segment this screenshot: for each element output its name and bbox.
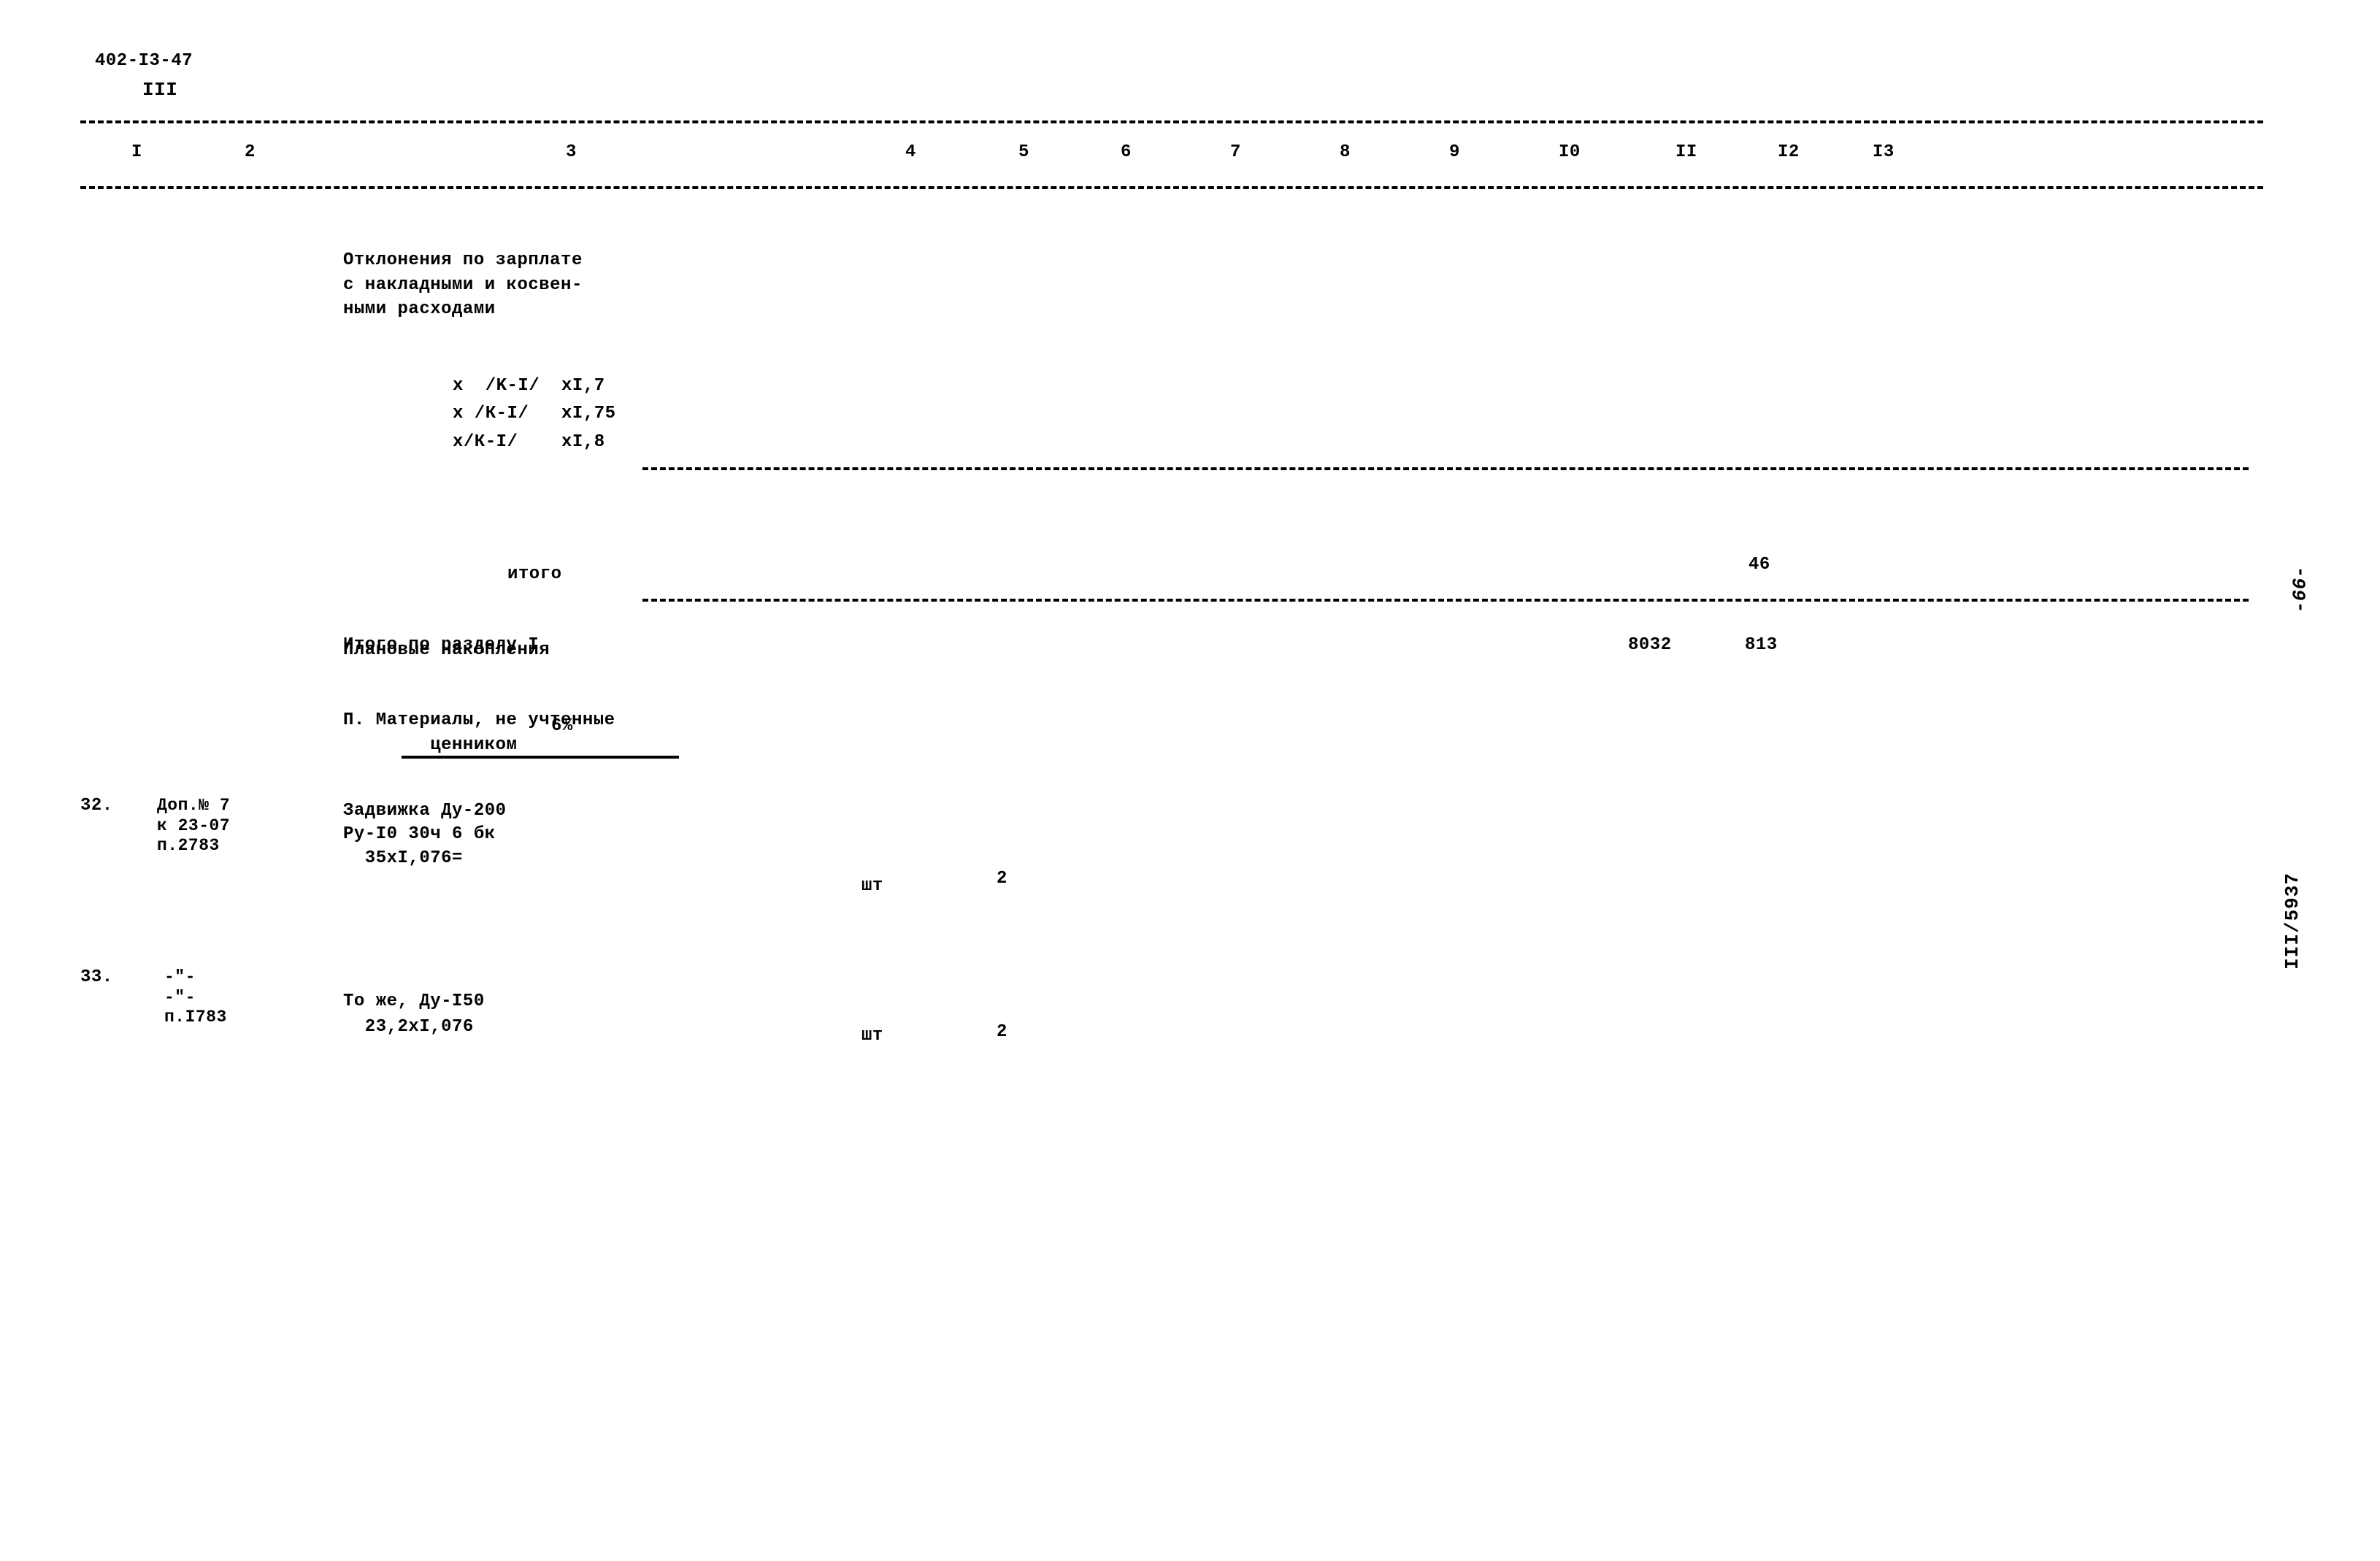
row33-code-l3: п.I783 [164,1008,227,1027]
col-header-4: 4 [905,142,916,162]
value-46: 46 [1748,555,1770,575]
section2-title-l1: П. Материалы, не учтенные [343,710,615,730]
col-header-7: 7 [1230,142,1241,162]
col-header-13: I3 [1873,142,1895,162]
document-code: 402-I3-47 [95,51,193,71]
col-header-8: 8 [1340,142,1351,162]
section2-underline [402,756,679,759]
col-header-5: 5 [1018,142,1029,162]
col-header-6: 6 [1121,142,1132,162]
document-code-sub: III [142,79,177,101]
row32-number: 32. [80,796,113,816]
value-813: 813 [1745,635,1778,655]
col-header-10: I0 [1559,142,1581,162]
deviation-title-l2: с накладными и косвен- [343,275,583,295]
row33-unit: шт [861,1026,883,1046]
calc-line-1: x /K-I/ xI,7 [453,376,605,396]
row33-qty: 2 [997,1022,1007,1042]
calc-line-2: x /К-I/ xI,75 [453,404,616,423]
row32-code: Доп.№ 7 к 23-07 п.2783 [157,796,230,856]
row33-description: То же, Ду-I50 23,2xI,076 [343,989,485,1040]
subtotal-label: итого [507,562,573,588]
side-ref-note: III/5937 [2281,872,2303,970]
row33-code: -"- -"- п.I783 [164,967,227,1028]
section1-total-label: Итого по разделу I [343,635,539,655]
col-header-12: I2 [1778,142,1800,162]
row32-desc-l1: Задвижка Ду-200 [343,801,507,821]
row32-qty: 2 [997,869,1007,889]
row33-desc-l1: То же, Ду-I50 [343,992,485,1011]
row32-code-l3: п.2783 [157,836,220,855]
calc-line-3: x/К-I/ xI,8 [453,432,605,452]
header-divider-top [80,120,2263,123]
deviation-title-l1: Отклонения по зарплате [343,250,583,270]
section2-title: П. Материалы, не учтенные ценником [343,708,615,757]
row32-unit: шт [861,876,883,896]
document-page: 402-I3-47 III I 2 3 4 5 6 7 8 9 I0 II I2… [58,44,2322,1517]
row32-desc-l2: Ру-I0 30ч 6 бк [343,824,496,844]
row33-number: 33. [80,967,113,987]
row33-code-l1: -"- [164,967,196,986]
row32-code-l2: к 23-07 [157,816,230,835]
col-header-2: 2 [245,142,256,162]
side-page-note: -66- [2289,566,2311,613]
col-header-9: 9 [1449,142,1460,162]
deviation-title: Отклонения по зарплате с накладными и ко… [343,248,583,322]
header-divider-bottom [80,186,2263,189]
col-header-11: II [1675,142,1697,162]
section2-title-l2: ценником [430,735,517,755]
calculation-rows: x /K-I/ xI,7 x /К-I/ xI,75 x/К-I/ xI,8 [453,372,616,456]
subtotal-divider [642,599,2249,602]
row32-desc-l3: 35xI,076= [343,848,463,868]
row33-desc-l2: 23,2xI,076 [343,1017,474,1037]
deviation-title-l3: ными расходами [343,299,496,319]
col-header-1: I [131,142,142,162]
row32-code-l1: Доп.№ 7 [157,796,230,815]
col-header-3: 3 [566,142,577,162]
value-8032: 8032 [1628,635,1672,655]
row33-code-l2: -"- [164,988,196,1007]
row32-description: Задвижка Ду-200 Ру-I0 30ч 6 бк 35xI,076= [343,799,507,870]
calc-divider [642,467,2249,470]
